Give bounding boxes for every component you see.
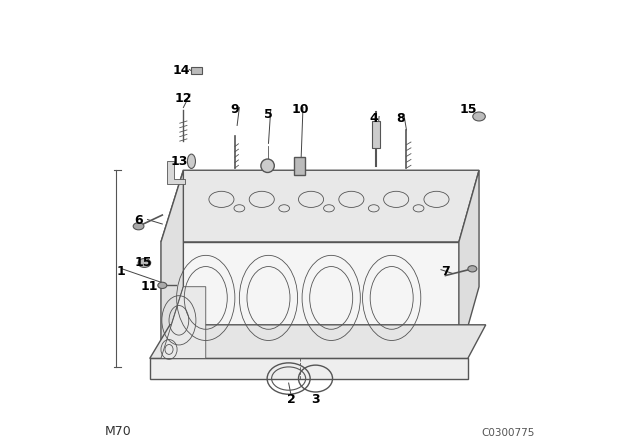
Polygon shape — [150, 358, 468, 379]
Text: 9: 9 — [230, 103, 239, 116]
Bar — [191, 67, 202, 74]
Text: 14: 14 — [172, 64, 190, 77]
Text: C0300775: C0300775 — [482, 428, 535, 438]
Text: M70: M70 — [105, 425, 132, 438]
Ellipse shape — [261, 159, 275, 172]
Text: 10: 10 — [291, 103, 308, 116]
Text: 15: 15 — [134, 255, 152, 269]
Text: 3: 3 — [311, 393, 320, 406]
Text: 8: 8 — [396, 112, 405, 125]
Ellipse shape — [473, 112, 485, 121]
Polygon shape — [161, 242, 459, 358]
Polygon shape — [167, 161, 185, 184]
Text: 2: 2 — [287, 393, 295, 406]
Ellipse shape — [133, 223, 144, 230]
Text: 13: 13 — [170, 155, 188, 168]
Ellipse shape — [158, 282, 167, 289]
Text: 4: 4 — [369, 112, 378, 125]
Text: 15: 15 — [459, 103, 477, 116]
Ellipse shape — [188, 154, 195, 168]
Ellipse shape — [468, 266, 477, 272]
Text: 1: 1 — [116, 264, 125, 278]
Text: 6: 6 — [134, 214, 143, 227]
Text: 12: 12 — [175, 92, 192, 105]
Bar — [294, 157, 305, 175]
Text: 5: 5 — [264, 108, 273, 121]
Text: 11: 11 — [141, 280, 159, 293]
Polygon shape — [459, 170, 479, 358]
Ellipse shape — [138, 258, 150, 267]
Polygon shape — [150, 325, 486, 358]
Polygon shape — [161, 170, 184, 358]
Bar — [371, 121, 380, 148]
Polygon shape — [161, 287, 206, 358]
Text: 7: 7 — [441, 264, 450, 278]
Polygon shape — [161, 170, 479, 242]
